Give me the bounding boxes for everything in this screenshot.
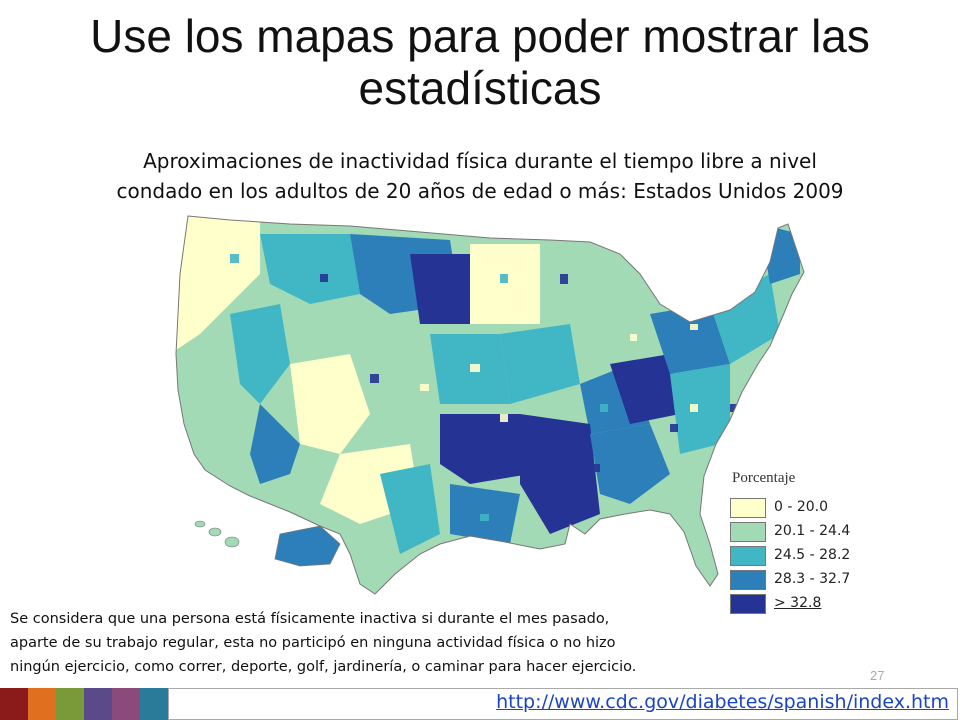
legend-swatch (730, 570, 766, 590)
footnote: Se considera que una persona está física… (10, 607, 750, 679)
hawaii-shapes (194, 520, 240, 548)
color-strip (0, 688, 28, 720)
page-number: 27 (870, 668, 885, 683)
legend-swatch (730, 498, 766, 518)
slide-title-line2: estadísticas (358, 62, 602, 114)
footnote-line2: aparte de su trabajo regular, esta no pa… (10, 635, 616, 651)
legend-item: 28.3 - 32.7 (730, 570, 880, 590)
map-title-line1: Aproximaciones de inactividad física dur… (143, 149, 817, 173)
color-strip (84, 688, 112, 720)
legend-label: > 32.8 (774, 595, 822, 611)
us-outline (175, 215, 805, 595)
legend-swatch (730, 594, 766, 614)
legend-swatch (730, 546, 766, 566)
slide-title-line1: Use los mapas para poder mostrar las (90, 10, 870, 62)
legend-label: 24.5 - 28.2 (774, 547, 851, 563)
color-strip (140, 688, 168, 720)
legend-label: 20.1 - 24.4 (774, 523, 851, 539)
footnote-line1: Se considera que una persona está física… (10, 611, 610, 627)
legend-label: 28.3 - 32.7 (774, 571, 851, 587)
alaska-shape (274, 525, 341, 567)
us-choropleth-map (170, 214, 820, 604)
bottom-bar: http://www.cdc.gov/diabetes/spanish/inde… (0, 688, 960, 720)
legend-title: Porcentaje (732, 470, 796, 486)
legend-item: 24.5 - 28.2 (730, 546, 880, 566)
legend-item: 0 - 20.0 (730, 498, 880, 518)
legend-item: > 32.8 (730, 594, 880, 614)
map-title-line2: condado en los adultos de 20 años de eda… (116, 179, 844, 203)
map-legend: Porcentaje 0 - 20.0 20.1 - 24.4 24.5 - 2… (730, 470, 880, 620)
legend-label: 0 - 20.0 (774, 499, 829, 515)
legend-swatch (730, 522, 766, 542)
slide-title: Use los mapas para poder mostrar las est… (0, 10, 960, 114)
us-map-svg (175, 215, 805, 595)
color-strip (112, 688, 140, 720)
county-fill-layer (176, 216, 804, 594)
url-box: http://www.cdc.gov/diabetes/spanish/inde… (168, 688, 958, 720)
cdc-url-link[interactable]: http://www.cdc.gov/diabetes/spanish/inde… (496, 691, 949, 713)
footnote-line3: ningún ejercicio, como correr, deporte, … (10, 659, 637, 675)
color-strip (28, 688, 56, 720)
color-strip (56, 688, 84, 720)
legend-item: 20.1 - 24.4 (730, 522, 880, 542)
map-title: Aproximaciones de inactividad física dur… (40, 146, 920, 206)
